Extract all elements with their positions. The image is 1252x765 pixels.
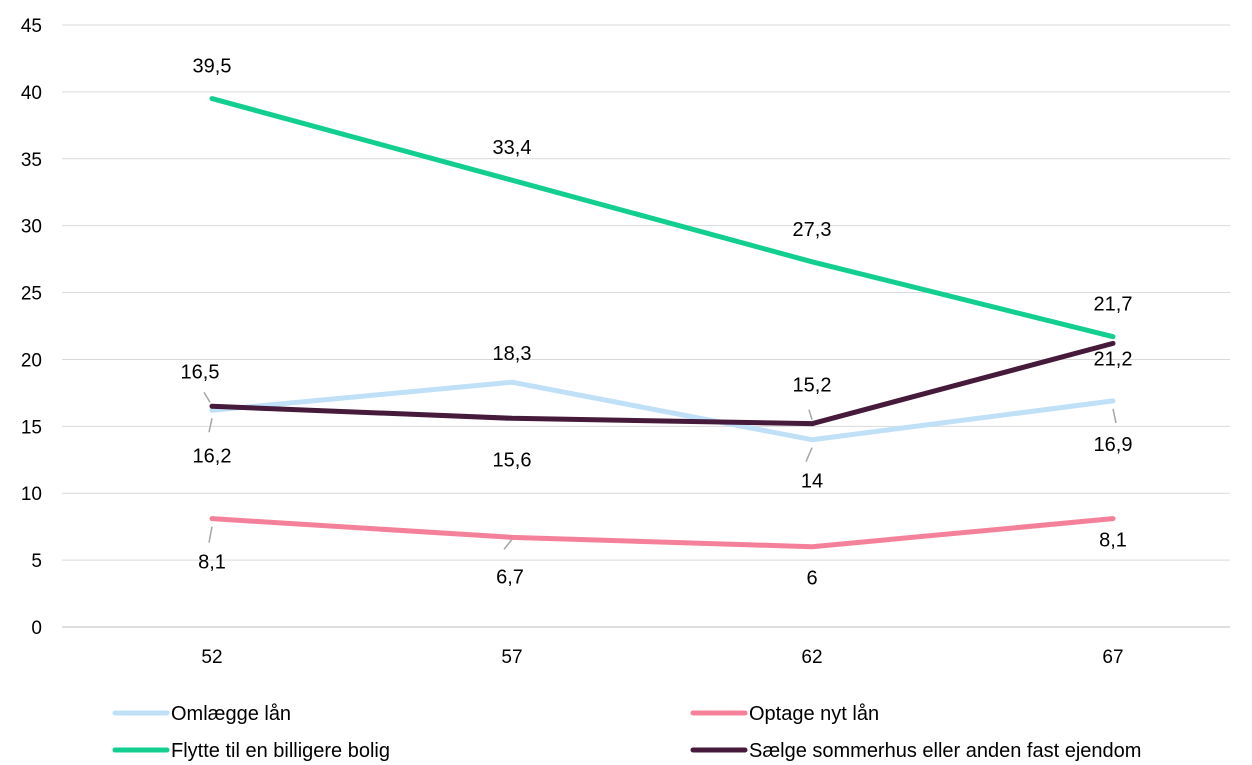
x-tick-label: 67 bbox=[1102, 647, 1123, 668]
y-tick-label: 10 bbox=[21, 484, 42, 505]
y-tick-label: 25 bbox=[21, 284, 42, 305]
data-label: 33,4 bbox=[493, 137, 532, 159]
data-label: 21,7 bbox=[1094, 294, 1133, 316]
data-label: 16,9 bbox=[1094, 434, 1133, 456]
leader-line bbox=[504, 539, 512, 549]
data-label: 39,5 bbox=[193, 56, 232, 78]
data-label: 16,5 bbox=[181, 361, 220, 383]
y-tick-label: 20 bbox=[21, 350, 42, 371]
y-tick-label: 35 bbox=[21, 150, 42, 171]
y-tick-label: 5 bbox=[31, 551, 42, 572]
x-tick-label: 52 bbox=[201, 647, 222, 668]
series-line bbox=[212, 99, 1113, 337]
y-tick-label: 0 bbox=[31, 618, 42, 639]
leader-line bbox=[809, 410, 812, 420]
leader-line bbox=[1113, 409, 1116, 423]
data-label: 14 bbox=[801, 471, 823, 493]
data-label: 6 bbox=[806, 568, 817, 590]
leader-line bbox=[209, 418, 212, 432]
legend-label: Omlægge lån bbox=[171, 703, 291, 725]
x-tick-label: 57 bbox=[501, 647, 522, 668]
y-tick-label: 30 bbox=[21, 217, 42, 238]
series-lines bbox=[212, 99, 1113, 547]
legend-label: Sælge sommerhus eller anden fast ejendom bbox=[749, 740, 1141, 762]
x-tick-label: 62 bbox=[801, 647, 822, 668]
data-labels: 16,2 18,3 14 16,9 8,1 6,7 6 8,1 39,5 33,4 27,3 21,7… bbox=[181, 56, 1133, 590]
x-axis-tick-labels: 52 57 62 67 bbox=[201, 647, 1123, 668]
series-line bbox=[212, 519, 1113, 547]
data-label: 8,1 bbox=[1099, 530, 1127, 552]
data-label: 21,2 bbox=[1094, 348, 1133, 370]
legend-label: Flytte til en billigere bolig bbox=[171, 740, 390, 762]
y-tick-label: 40 bbox=[21, 83, 42, 104]
leader-line bbox=[806, 448, 812, 462]
leader-line bbox=[204, 392, 210, 402]
y-tick-label: 15 bbox=[21, 417, 42, 438]
legend-label: Optage nyt lån bbox=[749, 703, 879, 725]
data-label: 18,3 bbox=[493, 343, 532, 365]
data-label: 27,3 bbox=[793, 219, 832, 241]
data-label: 15,6 bbox=[493, 449, 532, 471]
legend: Omlægge lån Optage nyt lån Flytte til en b… bbox=[115, 703, 1141, 762]
data-label: 16,2 bbox=[193, 445, 232, 467]
y-tick-label: 45 bbox=[21, 16, 42, 37]
y-axis-tick-labels: 0 5 10 15 20 25 30 35 40 45 bbox=[21, 16, 42, 639]
data-label: 8,1 bbox=[198, 552, 226, 574]
gridlines bbox=[62, 25, 1230, 627]
leader-line bbox=[209, 527, 212, 543]
data-label: 6,7 bbox=[496, 566, 524, 588]
data-label: 15,2 bbox=[793, 375, 832, 397]
